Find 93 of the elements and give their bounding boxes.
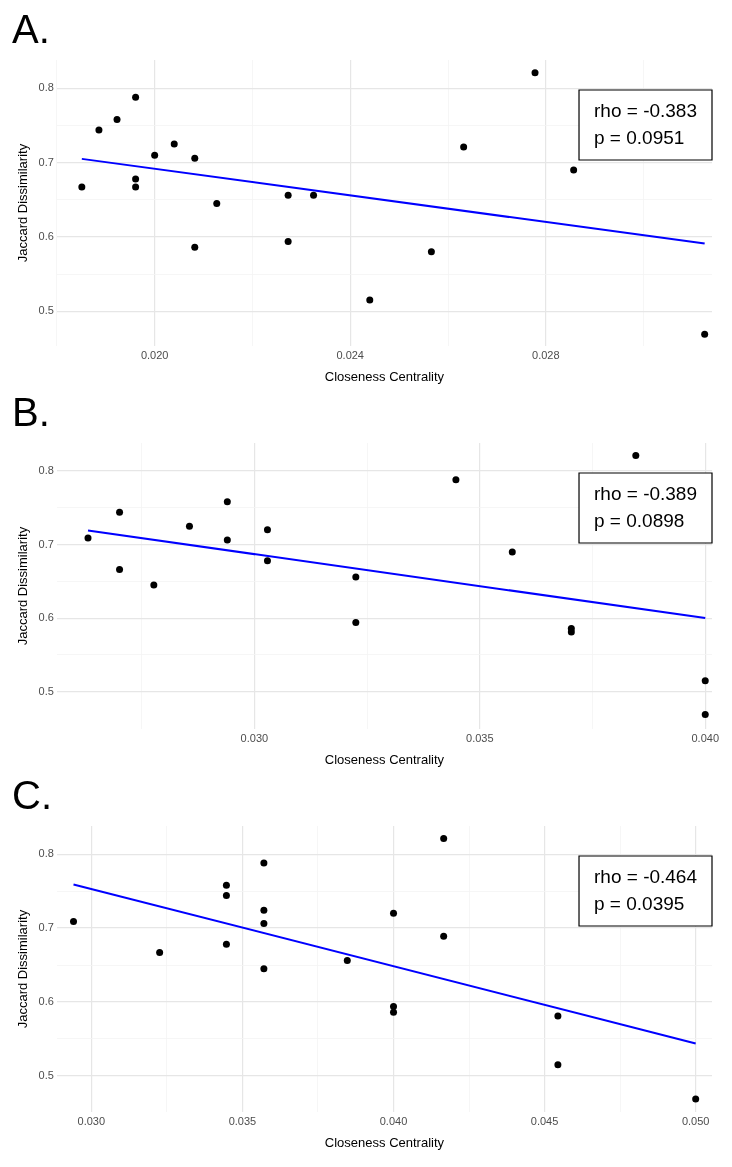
point <box>260 920 268 928</box>
point <box>531 69 539 77</box>
point <box>132 93 140 101</box>
point <box>427 248 435 256</box>
point <box>284 191 292 199</box>
point <box>701 710 709 718</box>
point <box>70 917 78 925</box>
x-tick-label: 0.020 <box>140 348 169 361</box>
y-tick-label: 0.6 <box>38 995 54 1008</box>
point <box>352 573 360 581</box>
y-tick-label: 0.7 <box>38 921 54 934</box>
y-tick-label: 0.8 <box>38 81 54 94</box>
y-tick-label: 0.5 <box>38 304 54 317</box>
x-tick-label: 0.024 <box>336 348 364 361</box>
point <box>390 909 398 917</box>
point <box>260 906 268 914</box>
x-axis-title: Closeness Centrality <box>324 751 445 767</box>
annotation: p = 0.0898 <box>594 509 685 531</box>
x-tick-label: 0.028 <box>532 348 560 361</box>
point <box>78 183 86 191</box>
y-axis-title: Jaccard Dissimilarity <box>15 909 31 1029</box>
annotation: rho = -0.389 <box>594 482 698 504</box>
x-tick-label: 0.040 <box>379 1114 408 1127</box>
annotation: p = 0.0951 <box>594 126 685 148</box>
point <box>632 452 640 460</box>
point <box>222 881 230 889</box>
annotation: rho = -0.464 <box>594 865 698 887</box>
point <box>440 932 448 940</box>
point <box>191 154 199 162</box>
x-axis-title: Closeness Centrality <box>324 368 445 384</box>
y-tick-label: 0.5 <box>38 684 54 697</box>
point <box>191 243 199 251</box>
y-axis-title: Jaccard Dissimilarity <box>15 143 31 263</box>
point <box>701 330 709 338</box>
point <box>567 628 575 636</box>
point <box>554 1012 562 1020</box>
point <box>223 498 231 506</box>
point <box>508 548 516 556</box>
y-tick-label: 0.8 <box>38 463 54 476</box>
y-tick-label: 0.8 <box>38 847 54 860</box>
point <box>343 957 351 965</box>
point <box>284 237 292 245</box>
point <box>366 296 374 304</box>
point <box>150 581 158 589</box>
y-tick-label: 0.5 <box>38 1068 54 1081</box>
x-axis-title: Closeness Centrality <box>324 1134 445 1150</box>
y-tick-label: 0.7 <box>38 155 54 168</box>
point <box>260 965 268 973</box>
x-tick-label: 0.040 <box>691 731 719 744</box>
point <box>554 1061 562 1069</box>
point <box>185 522 193 530</box>
point <box>116 566 124 574</box>
point <box>222 940 230 948</box>
point <box>440 835 448 843</box>
point <box>460 143 468 151</box>
point <box>95 126 103 134</box>
annotation: p = 0.0395 <box>594 892 685 914</box>
point <box>263 526 271 534</box>
x-tick-label: 0.030 <box>77 1114 106 1127</box>
point <box>223 536 231 544</box>
point <box>113 115 121 123</box>
y-tick-label: 0.6 <box>38 229 54 242</box>
point <box>116 508 124 516</box>
point <box>260 859 268 867</box>
y-axis-title: Jaccard Dissimilarity <box>15 526 31 646</box>
point <box>156 948 164 956</box>
point <box>132 183 140 191</box>
point <box>570 166 578 174</box>
point <box>84 534 92 542</box>
chart-title: C. <box>12 773 52 818</box>
point <box>263 557 271 565</box>
annotation: rho = -0.383 <box>594 99 698 121</box>
x-tick-label: 0.045 <box>530 1114 559 1127</box>
point <box>390 1008 398 1016</box>
point <box>452 476 460 484</box>
point <box>213 199 221 207</box>
point <box>151 151 159 159</box>
x-tick-label: 0.035 <box>466 731 494 744</box>
point <box>692 1095 700 1103</box>
x-tick-label: 0.035 <box>228 1114 257 1127</box>
chart-title: B. <box>12 390 50 435</box>
point <box>310 191 318 199</box>
y-tick-label: 0.6 <box>38 611 54 624</box>
point <box>170 140 178 148</box>
point <box>390 1002 398 1010</box>
x-tick-label: 0.050 <box>681 1114 710 1127</box>
point <box>222 892 230 900</box>
x-tick-label: 0.030 <box>240 731 269 744</box>
point <box>132 175 140 183</box>
point <box>701 677 709 685</box>
chart-title: A. <box>12 7 50 52</box>
point <box>352 619 360 627</box>
y-tick-label: 0.7 <box>38 537 54 550</box>
